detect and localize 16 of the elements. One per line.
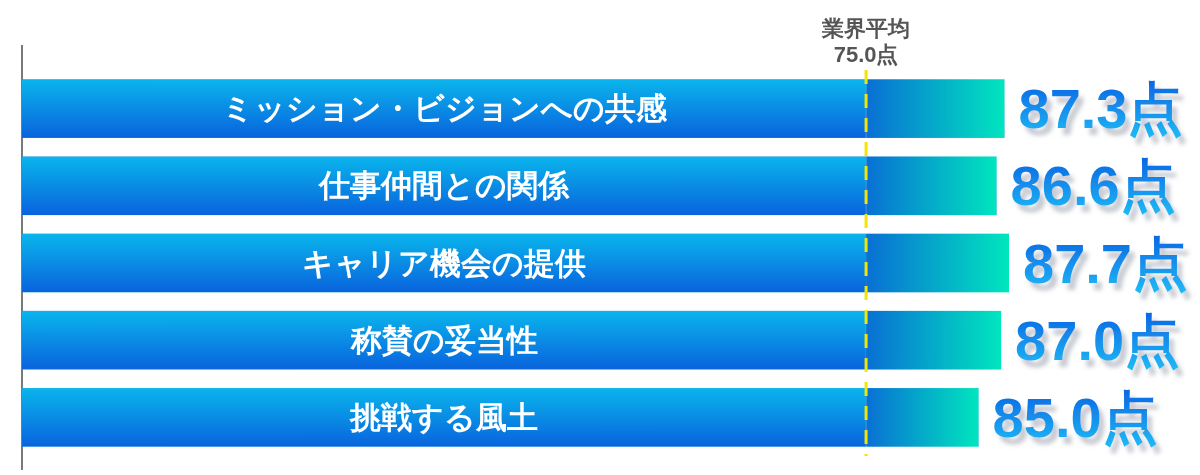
bar xyxy=(22,156,997,216)
bar xyxy=(22,233,1009,293)
bar xyxy=(22,388,979,447)
data-label: 87.0点 xyxy=(1015,308,1181,372)
data-label: 87.7点 xyxy=(1023,231,1188,295)
ref-line-label: 業界平均 75.0点 xyxy=(821,16,911,67)
y-tick-label: 称賛の妥当性 xyxy=(349,322,538,358)
data-label: 87.3点 xyxy=(1018,77,1184,141)
data-label: 86.6点 xyxy=(1010,154,1176,218)
y-tick-label: 仕事仲間との関係 xyxy=(317,168,571,204)
y-tick-label: ミッション・ビジョンへの共感 xyxy=(221,91,668,127)
bar xyxy=(22,79,1005,138)
y-tick-label: キャリア機会の提供 xyxy=(302,245,587,281)
data-label: 85.0点 xyxy=(992,385,1158,449)
y-tick-label: 挑戦する風土 xyxy=(349,399,539,435)
bar xyxy=(22,310,1002,370)
